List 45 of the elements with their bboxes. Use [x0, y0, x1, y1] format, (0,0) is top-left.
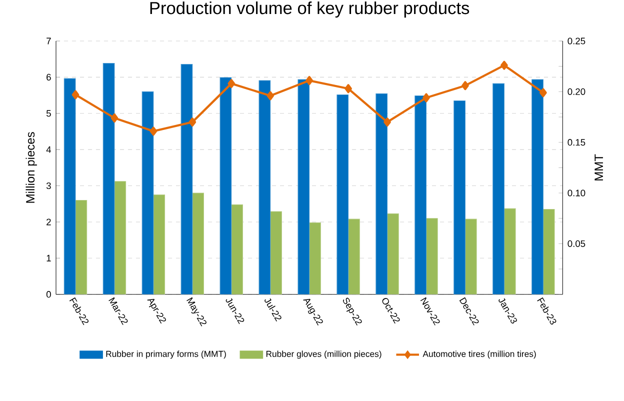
legend-label: Automotive tires (million tires) — [422, 350, 536, 359]
bar — [142, 91, 154, 294]
point — [110, 113, 118, 123]
point — [72, 90, 80, 100]
point — [188, 118, 196, 127]
y-tick-label: 7 — [46, 38, 51, 44]
point — [228, 79, 236, 88]
point — [150, 126, 158, 136]
bar — [532, 79, 544, 294]
y-tick-label: 4 — [46, 146, 52, 153]
point — [540, 88, 547, 98]
bar — [336, 94, 349, 294]
y-axis-title: Million pieces — [26, 132, 37, 203]
point — [500, 60, 508, 70]
bar — [376, 93, 388, 294]
legend-label: Rubber gloves (million pieces) — [266, 350, 382, 359]
bar — [180, 64, 193, 294]
y-tick-label: 0 — [46, 291, 51, 298]
point — [462, 81, 469, 90]
y-tick-label: 5 — [46, 110, 51, 117]
y2-tick-label: 0.05 — [568, 240, 586, 247]
point — [422, 93, 430, 102]
chart-title: Production volume of key rubber products — [150, 1, 470, 18]
y2-tick-label: 0.10 — [568, 190, 586, 196]
bar — [220, 77, 232, 294]
bar — [102, 63, 115, 294]
bar — [454, 100, 466, 294]
y-tick-label: 3 — [46, 182, 51, 190]
y-tick-label: 6 — [46, 74, 51, 80]
y2-tick-label: 0.25 — [568, 38, 586, 44]
bar — [64, 78, 76, 294]
y-tick-label: 2 — [46, 218, 51, 226]
bar — [414, 95, 427, 294]
y2-tick-label: 0.15 — [568, 139, 586, 146]
point — [306, 76, 314, 86]
y-tick-label: 1 — [46, 254, 51, 262]
bar — [258, 80, 271, 294]
y2-tick-label: 0.20 — [568, 88, 586, 95]
y2-axis-title: MMT — [594, 154, 603, 180]
point — [344, 84, 352, 94]
bar — [492, 83, 504, 294]
bar — [298, 79, 310, 294]
point — [384, 118, 391, 127]
point — [266, 91, 274, 100]
legend-label: Rubber in primary forms (MMT) — [106, 350, 226, 359]
